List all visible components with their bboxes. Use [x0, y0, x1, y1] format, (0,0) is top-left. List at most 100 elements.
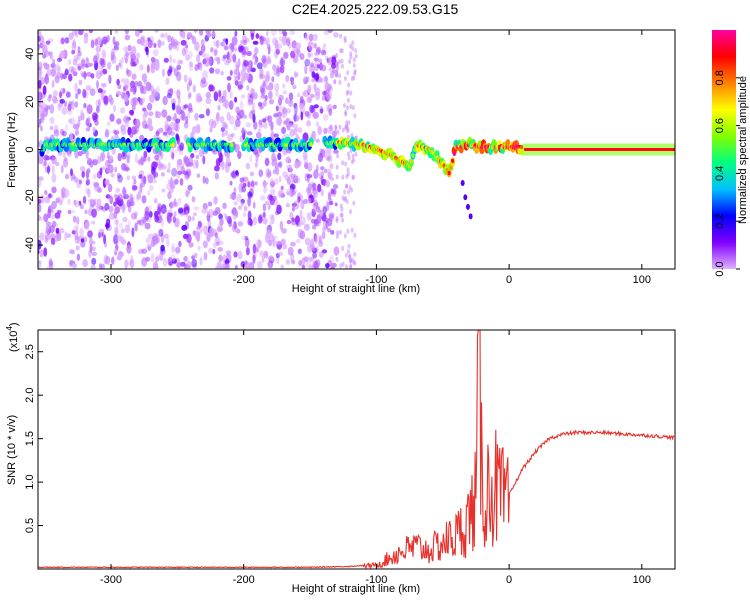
noise-speckle [81, 170, 85, 178]
colorbar-tick-label: 0.6 [714, 118, 726, 133]
noise-speckle [265, 230, 272, 240]
noise-speckle [197, 245, 201, 251]
noise-speckle [222, 96, 227, 103]
noise-speckle [297, 127, 303, 134]
noise-speckle [161, 172, 165, 177]
noise-speckle [54, 75, 60, 84]
noise-speckle [40, 41, 47, 50]
noise-speckle [250, 32, 255, 41]
noise-speckle [91, 257, 97, 265]
signal-ridge-point [451, 158, 455, 163]
noise-speckle [276, 165, 280, 176]
noise-speckle [174, 178, 179, 185]
noise-speckle [134, 30, 140, 37]
noise-speckle [89, 203, 95, 209]
colorbar: 0.0 0.2 0.4 0.6 0.8 Normalized spectral ampl… [712, 30, 749, 277]
noise-speckle [312, 187, 318, 195]
signal-tail-point [463, 194, 468, 201]
snr-series-line [38, 330, 675, 569]
noise-speckle [275, 105, 279, 112]
noise-speckle [348, 254, 352, 259]
noise-speckle [134, 222, 138, 232]
noise-speckle [348, 59, 352, 64]
noise-speckle [258, 216, 264, 223]
noise-speckle [77, 88, 81, 95]
noise-speckle [168, 65, 173, 73]
noise-speckle [71, 41, 77, 52]
noise-speckle [234, 80, 239, 86]
noise-speckle [257, 215, 263, 224]
noise-speckle [252, 201, 256, 209]
noise-speckle [292, 114, 299, 122]
noise-speckle [335, 61, 339, 67]
snr-y-scale-close: ) [8, 322, 20, 326]
noise-speckle [246, 247, 250, 256]
noise-speckle [186, 190, 191, 195]
noise-speckle [278, 161, 283, 169]
noise-speckle [183, 256, 188, 262]
noise-speckle [132, 96, 138, 106]
noise-speckle [214, 165, 220, 172]
noise-speckle [48, 193, 52, 198]
noise-speckle [120, 127, 127, 136]
noise-speckle [38, 123, 41, 128]
noise-speckle [51, 156, 58, 165]
noise-speckle [138, 248, 144, 255]
noise-speckle [171, 246, 176, 254]
noise-speckle [347, 120, 351, 126]
noise-speckle [239, 100, 244, 109]
noise-speckle [147, 245, 152, 252]
noise-speckle [196, 173, 201, 178]
noise-speckle [289, 76, 295, 83]
noise-speckle [346, 151, 350, 157]
noise-speckle [113, 201, 117, 207]
noise-speckle [247, 92, 251, 103]
noise-speckle [95, 70, 102, 80]
noise-speckle [349, 90, 353, 96]
noise-speckle [131, 104, 136, 111]
noise-speckle [311, 183, 317, 191]
noise-speckle [288, 92, 294, 101]
noise-speckle [316, 64, 321, 69]
noise-speckle [60, 194, 64, 203]
y-tick-label: 1.0 [24, 474, 36, 489]
noise-speckle [330, 230, 335, 235]
noise-speckle [327, 172, 333, 179]
noise-speckle [188, 92, 192, 98]
noise-speckle [74, 101, 79, 108]
noise-speckle [68, 32, 74, 40]
noise-speckle [249, 171, 255, 177]
noise-speckle [145, 256, 151, 262]
noise-speckle [311, 208, 317, 218]
noise-speckle [310, 62, 314, 68]
noise-speckle [207, 219, 212, 228]
noise-speckle [49, 225, 55, 233]
noise-speckle [38, 79, 42, 89]
noise-speckle [161, 41, 165, 46]
noise-speckle [188, 242, 194, 248]
noise-speckle [329, 254, 335, 263]
noise-speckle [350, 159, 354, 165]
noise-speckle [345, 105, 349, 111]
noise-speckle [267, 203, 271, 211]
noise-speckle [77, 51, 82, 57]
noise-speckle [38, 142, 41, 147]
noise-speckle [63, 37, 69, 43]
noise-speckle [124, 259, 129, 269]
noise-speckle [138, 174, 143, 180]
noise-speckle [151, 179, 158, 184]
noise-speckle [74, 30, 79, 38]
noise-speckle [268, 99, 275, 105]
noise-speckle [127, 219, 131, 226]
noise-speckle [59, 199, 63, 206]
noise-speckle [259, 250, 265, 258]
noise-speckle [105, 194, 111, 199]
noise-speckle [240, 39, 244, 45]
noise-speckle [217, 223, 223, 233]
noise-speckle [177, 197, 182, 205]
noise-speckle [214, 172, 220, 180]
noise-speckle [77, 119, 81, 128]
noise-speckle [182, 30, 186, 39]
noise-speckle [63, 188, 70, 198]
noise-speckle [302, 91, 306, 97]
